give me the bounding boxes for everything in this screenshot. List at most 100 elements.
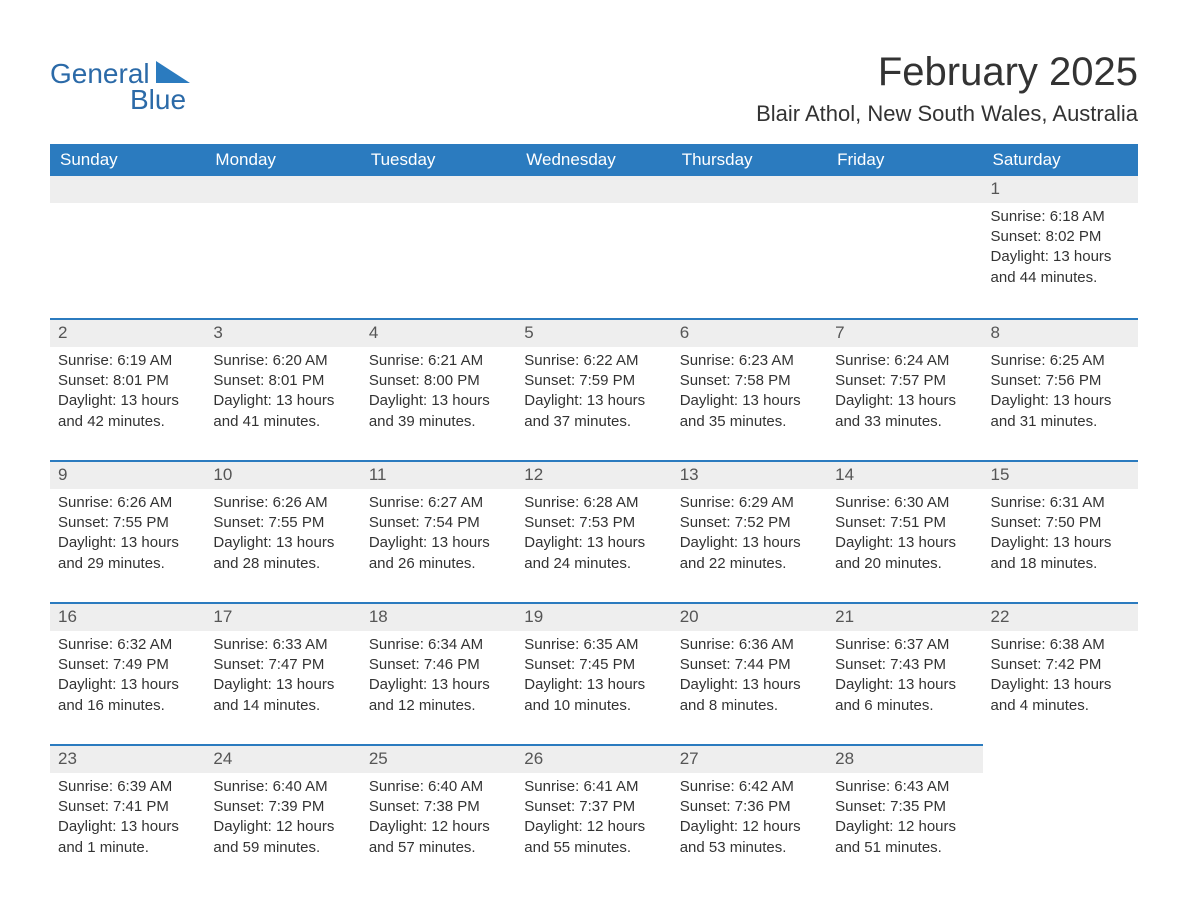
day-number-strip: 23 xyxy=(50,744,205,773)
day-number-strip: 24 xyxy=(205,744,360,773)
weekday-header: Friday xyxy=(827,144,982,176)
calendar-empty-cell xyxy=(983,744,1138,886)
sunset-line: Sunset: 7:58 PM xyxy=(680,371,819,391)
logo: General Blue xyxy=(50,58,190,116)
sunrise-line: Sunrise: 6:21 AM xyxy=(369,351,508,371)
weekday-header: Sunday xyxy=(50,144,205,176)
daylight-line: Daylight: 13 hours and 4 minutes. xyxy=(991,675,1130,716)
day-number-strip: 12 xyxy=(516,460,671,489)
calendar-day-cell: 27Sunrise: 6:42 AMSunset: 7:36 PMDayligh… xyxy=(672,744,827,886)
day-number-strip: 16 xyxy=(50,602,205,631)
sunrise-line: Sunrise: 6:19 AM xyxy=(58,351,197,371)
daylight-line: Daylight: 12 hours and 59 minutes. xyxy=(213,817,352,858)
weekday-header: Monday xyxy=(205,144,360,176)
sunrise-line: Sunrise: 6:35 AM xyxy=(524,635,663,655)
sunrise-line: Sunrise: 6:41 AM xyxy=(524,777,663,797)
sunrise-line: Sunrise: 6:20 AM xyxy=(213,351,352,371)
sunrise-line: Sunrise: 6:25 AM xyxy=(991,351,1130,371)
day-number-strip xyxy=(361,176,516,203)
weekday-header: Saturday xyxy=(983,144,1138,176)
calendar-day-cell: 20Sunrise: 6:36 AMSunset: 7:44 PMDayligh… xyxy=(672,602,827,744)
sunrise-line: Sunrise: 6:37 AM xyxy=(835,635,974,655)
calendar-day-cell: 28Sunrise: 6:43 AMSunset: 7:35 PMDayligh… xyxy=(827,744,982,886)
weekday-header: Wednesday xyxy=(516,144,671,176)
calendar-table: SundayMondayTuesdayWednesdayThursdayFrid… xyxy=(50,144,1138,886)
weekday-header: Thursday xyxy=(672,144,827,176)
calendar-day-cell: 17Sunrise: 6:33 AMSunset: 7:47 PMDayligh… xyxy=(205,602,360,744)
calendar-day-cell: 8Sunrise: 6:25 AMSunset: 7:56 PMDaylight… xyxy=(983,318,1138,460)
calendar-empty-cell xyxy=(205,176,360,318)
sunset-line: Sunset: 8:02 PM xyxy=(991,227,1130,247)
daylight-line: Daylight: 13 hours and 41 minutes. xyxy=(213,391,352,432)
sunset-line: Sunset: 7:54 PM xyxy=(369,513,508,533)
sunset-line: Sunset: 7:59 PM xyxy=(524,371,663,391)
daylight-line: Daylight: 13 hours and 12 minutes. xyxy=(369,675,508,716)
daylight-line: Daylight: 13 hours and 18 minutes. xyxy=(991,533,1130,574)
calendar-day-cell: 24Sunrise: 6:40 AMSunset: 7:39 PMDayligh… xyxy=(205,744,360,886)
calendar-day-cell: 19Sunrise: 6:35 AMSunset: 7:45 PMDayligh… xyxy=(516,602,671,744)
day-number-strip: 5 xyxy=(516,318,671,347)
calendar-day-cell: 10Sunrise: 6:26 AMSunset: 7:55 PMDayligh… xyxy=(205,460,360,602)
day-number-strip xyxy=(205,176,360,203)
calendar-page: General Blue February 2025 Blair Athol, … xyxy=(0,0,1188,918)
sunset-line: Sunset: 7:49 PM xyxy=(58,655,197,675)
daylight-line: Daylight: 13 hours and 29 minutes. xyxy=(58,533,197,574)
day-number-strip: 15 xyxy=(983,460,1138,489)
calendar-day-cell: 16 Sunrise: 6:32 AMSunset: 7:49 PMDayligh… xyxy=(50,602,205,744)
sunrise-line: Sunrise: 6:36 AM xyxy=(680,635,819,655)
sunset-line: Sunset: 7:35 PM xyxy=(835,797,974,817)
sunset-line: Sunset: 7:50 PM xyxy=(991,513,1130,533)
daylight-line: Daylight: 13 hours and 39 minutes. xyxy=(369,391,508,432)
calendar-day-cell: 5Sunrise: 6:22 AMSunset: 7:59 PMDaylight… xyxy=(516,318,671,460)
sunrise-line: Sunrise: 6:26 AM xyxy=(58,493,197,513)
daylight-line: Daylight: 13 hours and 16 minutes. xyxy=(58,675,197,716)
sunrise-line: Sunrise: 6:39 AM xyxy=(58,777,197,797)
day-number-strip: 25 xyxy=(361,744,516,773)
sunset-line: Sunset: 7:43 PM xyxy=(835,655,974,675)
calendar-empty-cell xyxy=(672,176,827,318)
day-number-strip: 21 xyxy=(827,602,982,631)
day-number-strip: 19 xyxy=(516,602,671,631)
sunrise-line: Sunrise: 6:26 AM xyxy=(213,493,352,513)
calendar-week-row: 1Sunrise: 6:18 AMSunset: 8:02 PMDaylight… xyxy=(50,176,1138,318)
calendar-day-cell: 4Sunrise: 6:21 AMSunset: 8:00 PMDaylight… xyxy=(361,318,516,460)
calendar-day-cell: 3Sunrise: 6:20 AMSunset: 8:01 PMDaylight… xyxy=(205,318,360,460)
sunrise-line: Sunrise: 6:34 AM xyxy=(369,635,508,655)
daylight-line: Daylight: 13 hours and 44 minutes. xyxy=(991,247,1130,288)
sunrise-line: Sunrise: 6:28 AM xyxy=(524,493,663,513)
daylight-line: Daylight: 13 hours and 33 minutes. xyxy=(835,391,974,432)
sunset-line: Sunset: 7:38 PM xyxy=(369,797,508,817)
day-number-strip: 17 xyxy=(205,602,360,631)
sunrise-line: Sunrise: 6:38 AM xyxy=(991,635,1130,655)
daylight-line: Daylight: 13 hours and 20 minutes. xyxy=(835,533,974,574)
calendar-body: 1Sunrise: 6:18 AMSunset: 8:02 PMDaylight… xyxy=(50,176,1138,886)
day-number-strip xyxy=(827,176,982,203)
calendar-day-cell: 12Sunrise: 6:28 AMSunset: 7:53 PMDayligh… xyxy=(516,460,671,602)
day-number-strip: 13 xyxy=(672,460,827,489)
title-block: February 2025 Blair Athol, New South Wal… xyxy=(756,50,1138,127)
day-number-strip: 3 xyxy=(205,318,360,347)
sunset-line: Sunset: 7:46 PM xyxy=(369,655,508,675)
sunset-line: Sunset: 7:56 PM xyxy=(991,371,1130,391)
daylight-line: Daylight: 13 hours and 31 minutes. xyxy=(991,391,1130,432)
daylight-line: Daylight: 12 hours and 53 minutes. xyxy=(680,817,819,858)
sunset-line: Sunset: 8:00 PM xyxy=(369,371,508,391)
sunrise-line: Sunrise: 6:33 AM xyxy=(213,635,352,655)
calendar-day-cell: 22Sunrise: 6:38 AMSunset: 7:42 PMDayligh… xyxy=(983,602,1138,744)
sunset-line: Sunset: 7:47 PM xyxy=(213,655,352,675)
day-number-strip xyxy=(516,176,671,203)
calendar-day-cell: 2Sunrise: 6:19 AMSunset: 8:01 PMDaylight… xyxy=(50,318,205,460)
daylight-line: Daylight: 13 hours and 37 minutes. xyxy=(524,391,663,432)
sunset-line: Sunset: 7:44 PM xyxy=(680,655,819,675)
sunset-line: Sunset: 7:36 PM xyxy=(680,797,819,817)
calendar-empty-cell xyxy=(827,176,982,318)
sunset-line: Sunset: 7:57 PM xyxy=(835,371,974,391)
sunrise-line: Sunrise: 6:40 AM xyxy=(369,777,508,797)
sunrise-line: Sunrise: 6:31 AM xyxy=(991,493,1130,513)
weekday-header: Tuesday xyxy=(361,144,516,176)
sunrise-line: Sunrise: 6:32 AM xyxy=(58,635,197,655)
calendar-day-cell: 7Sunrise: 6:24 AMSunset: 7:57 PMDaylight… xyxy=(827,318,982,460)
calendar-day-cell: 15 Sunrise: 6:31 AMSunset: 7:50 PMDayligh… xyxy=(983,460,1138,602)
sunset-line: Sunset: 7:55 PM xyxy=(213,513,352,533)
calendar-day-cell: 1Sunrise: 6:18 AMSunset: 8:02 PMDaylight… xyxy=(983,176,1138,318)
